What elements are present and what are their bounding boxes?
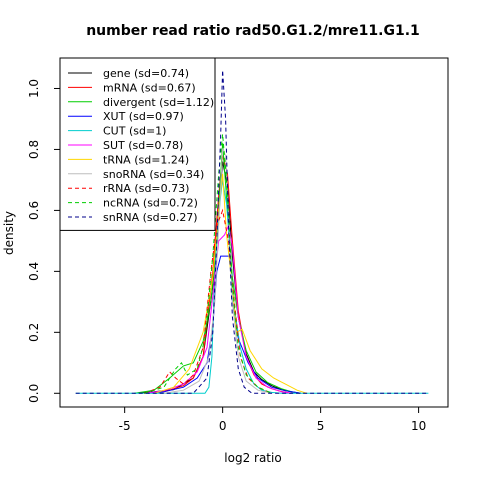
- legend-label-4: CUT (sd=1): [103, 125, 166, 138]
- series-line-9: [144, 134, 272, 394]
- legend-label-9: ncRNA (sd=0.72): [103, 197, 198, 210]
- legend-label-3: XUT (sd=0.97): [103, 110, 184, 123]
- x-tick-label: -5: [119, 419, 131, 433]
- y-tick-label: 1.0: [27, 79, 41, 98]
- legend-label-5: SUT (sd=0.78): [103, 139, 183, 152]
- legend-label-0: gene (sd=0.74): [103, 67, 189, 80]
- axes: -5 0 5 10 0.0 0.2 0.4 0.6 0.8 1.0: [27, 57, 449, 433]
- x-tick-label: 0: [219, 419, 227, 433]
- legend-label-7: snoRNA (sd=0.34): [103, 168, 204, 181]
- y-tick-label: 0.2: [27, 323, 41, 342]
- legend-label-2: divergent (sd=1.12): [103, 96, 214, 109]
- legend-label-1: mRNA (sd=0.67): [103, 81, 196, 94]
- plot-frame: [59, 57, 449, 408]
- y-tick-label: 0.0: [27, 384, 41, 403]
- y-tick-label: 0.6: [27, 201, 41, 220]
- legend-label-6: tRNA (sd=1.24): [103, 153, 189, 166]
- legend-label-8: rRNA (sd=0.73): [103, 182, 189, 195]
- legend-box: [59, 57, 216, 231]
- y-tick-label: 0.4: [27, 262, 41, 281]
- legend-label-10: snRNA (sd=0.27): [103, 211, 198, 224]
- series-line-4: [75, 179, 429, 394]
- y-tick-label: 0.8: [27, 140, 41, 159]
- x-tick-label: 5: [317, 419, 325, 433]
- series-line-3: [148, 255, 302, 394]
- series-layer: [75, 70, 429, 394]
- series-line-2: [134, 143, 298, 394]
- x-tick-label: 10: [411, 419, 426, 433]
- legend: gene (sd=0.74)mRNA (sd=0.67) divergent (s…: [59, 57, 216, 231]
- x-axis-label: log2 ratio: [224, 451, 281, 465]
- chart-title: number read ratio rad50.G1.2/mre11.G1.1: [86, 23, 420, 39]
- y-axis-label: density: [2, 211, 16, 255]
